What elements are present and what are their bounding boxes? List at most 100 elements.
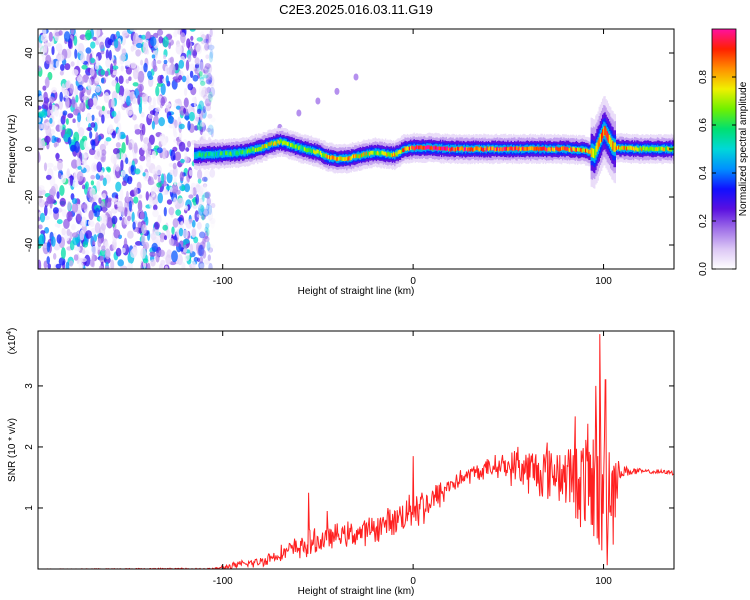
signal-cell (549, 147, 551, 152)
noise-blob (71, 69, 79, 76)
noise-blob (132, 221, 136, 230)
signal-cell (522, 146, 524, 151)
faint-arc-blob (353, 73, 359, 81)
noise-blob (60, 247, 66, 260)
signal-cell (626, 146, 628, 151)
noise-blob (118, 94, 123, 101)
noise-blob (137, 221, 143, 229)
signal-cell (395, 151, 397, 156)
noise-blob (155, 85, 160, 97)
noise-blob (79, 257, 87, 263)
signal-cell (227, 152, 229, 157)
noise-blob (206, 127, 212, 133)
signal-cell (491, 146, 493, 151)
signal-cell (532, 146, 534, 151)
signal-cell (364, 153, 366, 158)
noise-blob (142, 172, 146, 177)
noise-blob (199, 61, 204, 72)
signal-cell (239, 150, 242, 154)
signal-cell (546, 147, 548, 152)
noise-blob (90, 122, 96, 128)
noise-blob (199, 231, 206, 239)
noise-blob (73, 131, 80, 143)
noise-blob (173, 176, 177, 186)
signal-cell (267, 142, 269, 147)
noise-blob (177, 217, 183, 222)
noise-blob (91, 245, 98, 256)
noise-blob (188, 218, 193, 223)
signal-cell (368, 152, 371, 156)
signal-cell (261, 144, 263, 149)
noise-blob (156, 182, 162, 188)
noise-blob (92, 36, 97, 41)
noise-blob (58, 99, 63, 111)
noise-blob (149, 110, 156, 115)
noise-blob (101, 149, 107, 156)
noise-blob (44, 215, 50, 221)
noise-blob (111, 65, 119, 70)
noise-blob (76, 157, 81, 167)
signal-cell (518, 146, 520, 151)
noise-blob (164, 265, 169, 269)
noise-blob (56, 137, 61, 143)
signal-cell (621, 145, 623, 150)
signal-cell (484, 146, 486, 151)
signal-cell (281, 139, 283, 144)
signal-cell (462, 147, 464, 152)
noise-blob (65, 81, 70, 90)
noise-blob (210, 128, 214, 138)
y-tick-label: 20 (24, 95, 35, 107)
noise-blob (78, 262, 84, 269)
noise-blob (187, 140, 191, 148)
noise-blob (38, 224, 43, 230)
signal-cell (588, 150, 590, 154)
signal-cell (544, 147, 547, 152)
noise-blob (121, 142, 126, 154)
snr-multiplier-exp: 4 (6, 331, 13, 335)
noise-blob (139, 211, 145, 220)
noise-blob (90, 174, 96, 180)
noise-blob (173, 131, 178, 138)
noise-blob (142, 42, 149, 55)
noise-blob (60, 64, 65, 71)
noise-blob (90, 180, 95, 186)
noise-blob (114, 204, 118, 209)
signal-cell (469, 147, 471, 152)
noise-blob (204, 87, 212, 95)
signal-cell (219, 152, 221, 157)
noise-blob (207, 63, 213, 74)
noise-blob (87, 78, 92, 91)
noise-blob (209, 49, 214, 59)
signal-cell (556, 146, 558, 151)
noise-blob (206, 74, 211, 82)
signal-cell (440, 146, 443, 151)
noise-blob (174, 119, 178, 129)
signal-cell (379, 151, 381, 156)
noise-blob (86, 127, 93, 131)
noise-blob (59, 185, 65, 196)
signal-cell (598, 137, 600, 147)
noise-blob (189, 243, 193, 254)
noise-blob (206, 228, 210, 237)
noise-blob (101, 114, 105, 124)
noise-blob (53, 142, 58, 148)
noise-blob (146, 156, 152, 167)
signal-cell (408, 146, 411, 151)
noise-blob (43, 162, 48, 172)
noise-blob (186, 74, 190, 87)
noise-blob (197, 119, 203, 126)
signal-cell (526, 146, 528, 151)
signal-cell (631, 146, 634, 151)
signal-cell (551, 147, 554, 152)
noise-blob (111, 110, 117, 117)
noise-blob (47, 108, 51, 117)
noise-blob (129, 92, 134, 102)
noise-blob (167, 115, 174, 124)
noise-blob (180, 32, 186, 44)
noise-blob (94, 155, 99, 160)
signal-cell (500, 147, 502, 151)
noise-blob (38, 65, 42, 72)
noise-blob (202, 130, 206, 140)
noise-blob (206, 86, 211, 94)
signal-cell (212, 152, 214, 157)
